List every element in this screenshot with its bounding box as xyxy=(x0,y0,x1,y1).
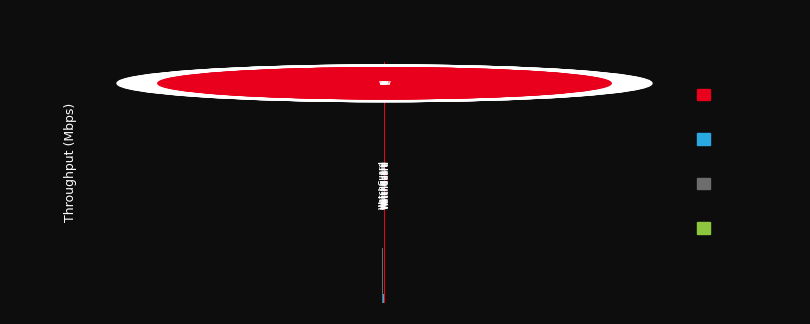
Circle shape xyxy=(119,65,650,102)
Circle shape xyxy=(159,68,608,99)
Circle shape xyxy=(160,68,609,99)
Text: WatchGuard: WatchGuard xyxy=(382,160,389,209)
Text: WatchGuard: WatchGuard xyxy=(382,160,387,209)
Circle shape xyxy=(118,65,649,102)
Text: WatchGuard: WatchGuard xyxy=(384,160,390,209)
Circle shape xyxy=(121,65,651,102)
Text: W: W xyxy=(380,81,387,86)
Y-axis label: Throughput (Mbps): Throughput (Mbps) xyxy=(64,102,77,222)
Circle shape xyxy=(158,68,607,99)
Text: W: W xyxy=(382,81,389,86)
Text: W: W xyxy=(383,81,390,86)
Legend: , , , : , , , xyxy=(697,88,714,236)
Text: WatchGuard: WatchGuard xyxy=(381,160,386,209)
Circle shape xyxy=(117,65,647,102)
Text: W: W xyxy=(379,81,386,86)
Circle shape xyxy=(122,65,652,102)
Circle shape xyxy=(163,68,612,99)
Text: WatchGuard: WatchGuard xyxy=(379,160,386,209)
Text: W: W xyxy=(381,81,388,86)
Circle shape xyxy=(161,68,610,99)
